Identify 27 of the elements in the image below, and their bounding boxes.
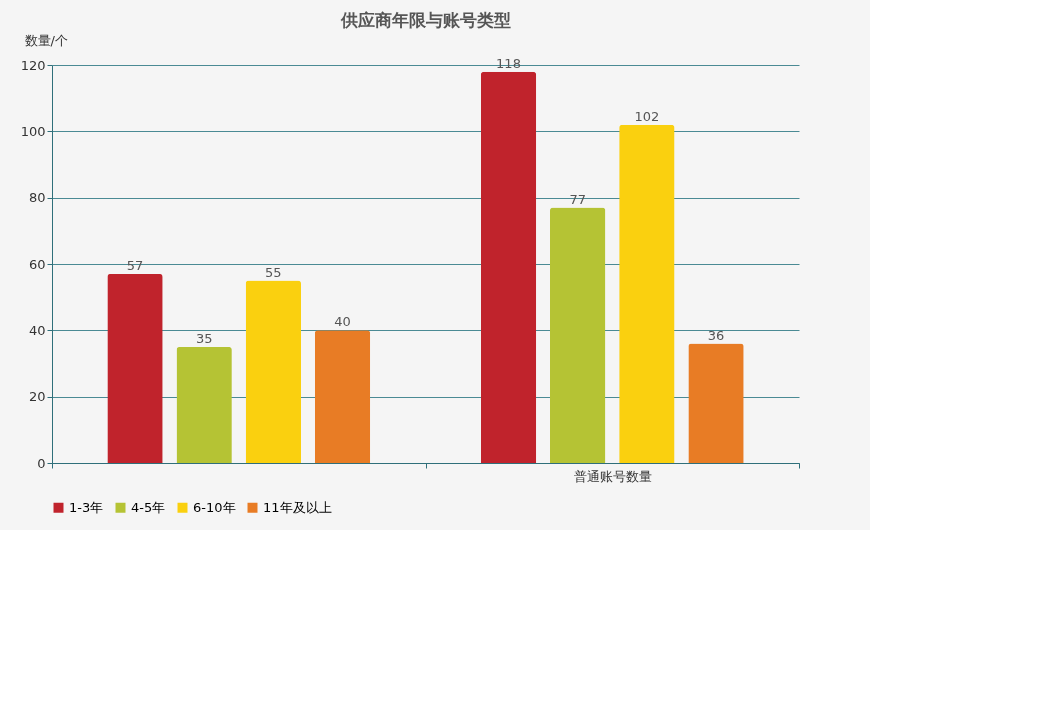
y-tick-label: 120 — [20, 57, 46, 73]
chart-title: 供应商年限与账号类型 — [339, 10, 511, 30]
bar — [550, 207, 606, 463]
bar — [176, 346, 232, 463]
legend-label: 4-5年 — [131, 499, 166, 515]
bar — [480, 71, 537, 463]
x-tick-label: 普通账号数量 — [573, 468, 652, 484]
legend-label: 1-3年 — [69, 499, 104, 515]
data-label: 36 — [707, 327, 725, 343]
y-tick-label: 20 — [28, 389, 46, 405]
data-label: 55 — [265, 264, 282, 280]
legend-label: 11年及以上 — [263, 499, 332, 515]
data-label: 35 — [195, 330, 213, 346]
y-tick-label: 40 — [28, 322, 46, 338]
y-tick-label: 80 — [28, 190, 46, 206]
legend-label: 6-10年 — [193, 499, 236, 515]
bar — [619, 124, 675, 463]
bar — [314, 330, 371, 463]
data-label: 102 — [634, 108, 660, 124]
y-tick-label: 100 — [20, 123, 46, 139]
bar — [107, 273, 163, 463]
bar — [688, 343, 744, 463]
y-axis-title: 数量/个 — [24, 32, 68, 48]
bar — [245, 280, 301, 463]
y-tick-label: 60 — [28, 256, 46, 272]
y-tick-label: 0 — [37, 455, 46, 471]
data-label: 40 — [334, 314, 351, 330]
